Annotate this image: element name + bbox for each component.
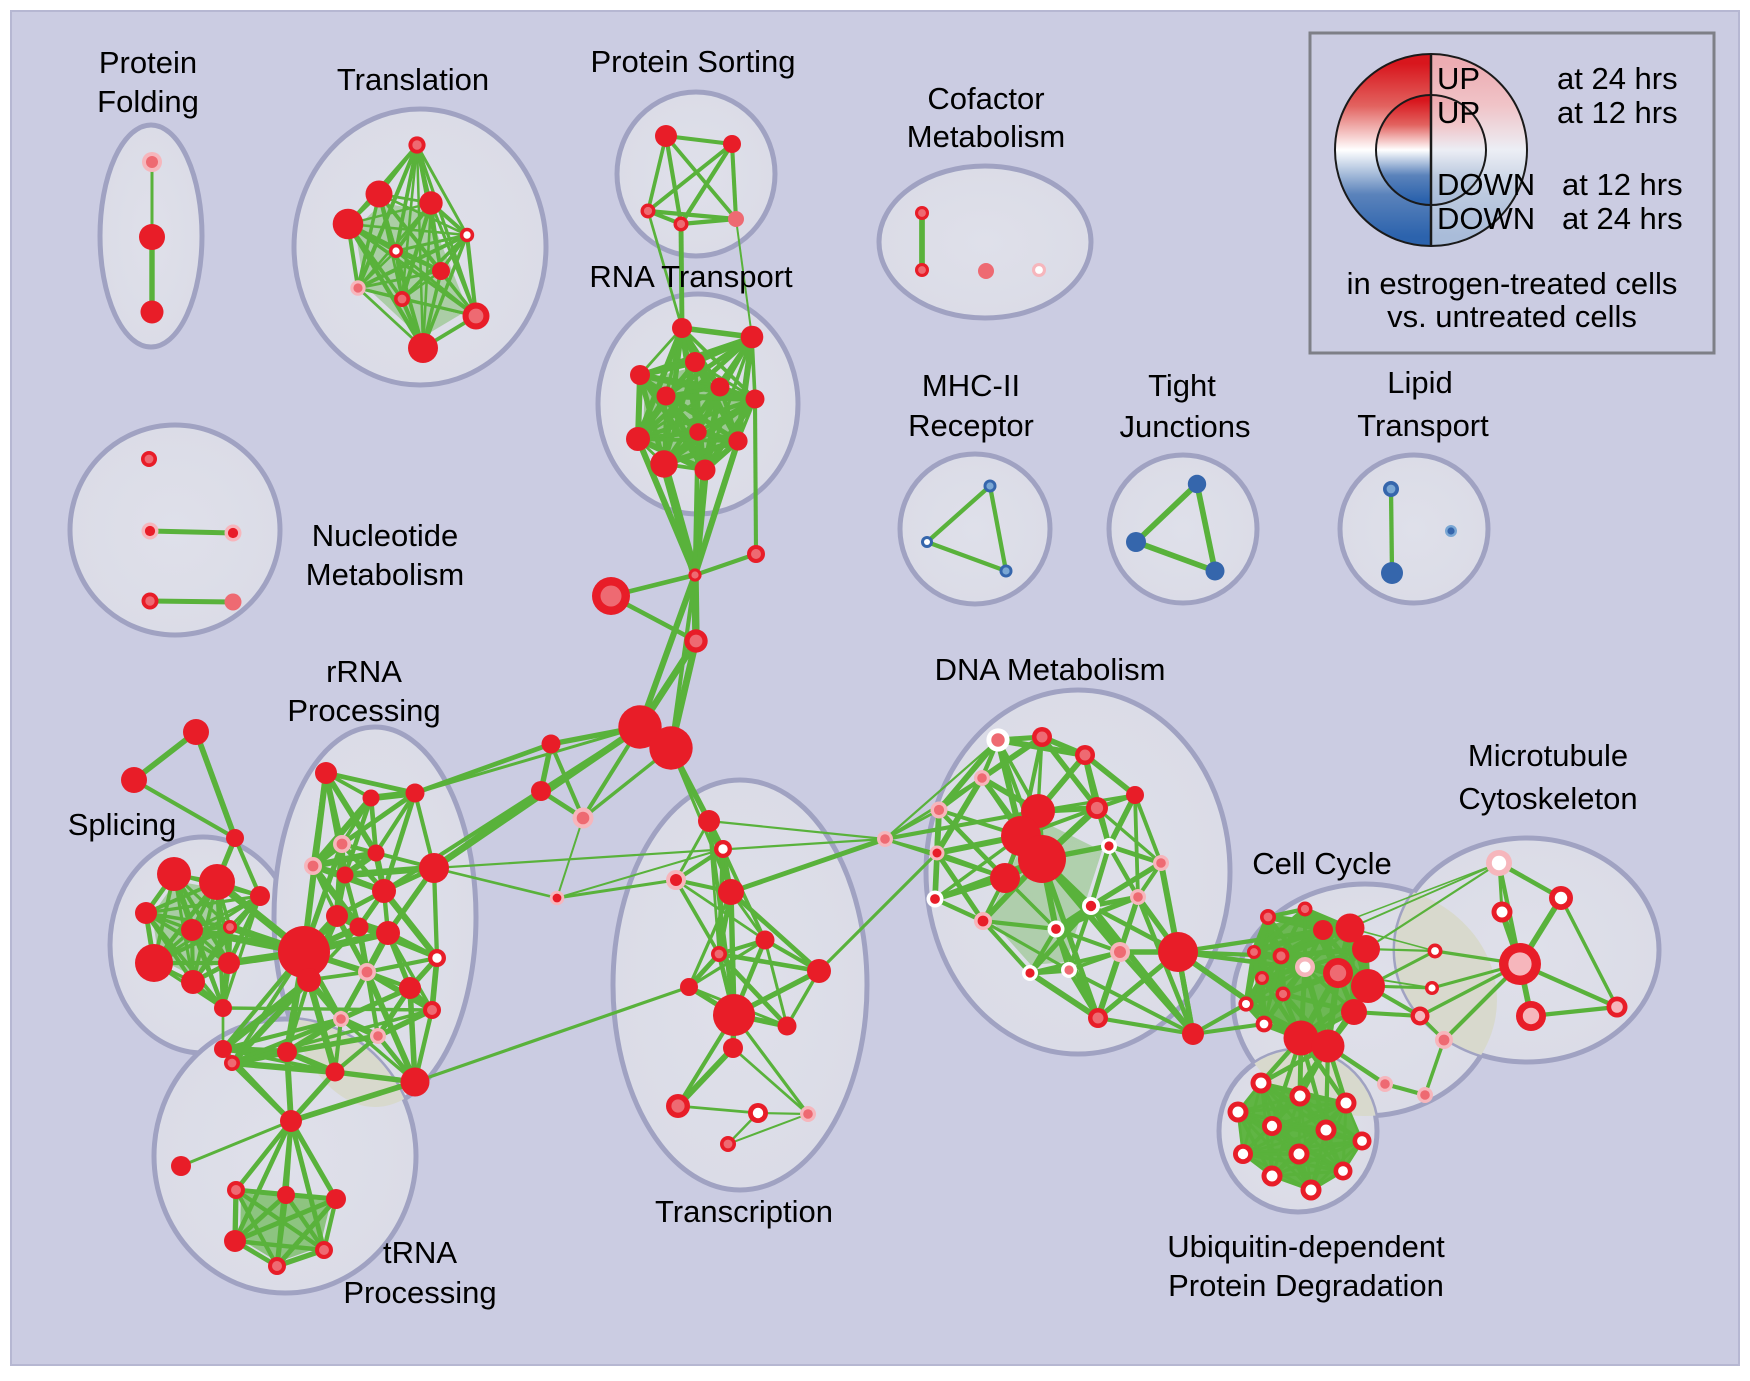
svg-text:Tight: Tight bbox=[1148, 368, 1216, 403]
svg-text:Processing: Processing bbox=[343, 1275, 496, 1310]
svg-text:Ubiquitin-dependent: Ubiquitin-dependent bbox=[1167, 1229, 1445, 1264]
svg-text:Microtubule: Microtubule bbox=[1468, 738, 1628, 773]
svg-text:Transcription: Transcription bbox=[655, 1194, 833, 1229]
svg-text:RNA Transport: RNA Transport bbox=[589, 259, 793, 294]
svg-text:tRNA: tRNA bbox=[383, 1235, 457, 1270]
svg-text:DNA Metabolism: DNA Metabolism bbox=[935, 652, 1166, 687]
svg-text:Junctions: Junctions bbox=[1120, 409, 1251, 444]
svg-text:rRNA: rRNA bbox=[326, 654, 402, 689]
svg-text:UP: UP bbox=[1437, 95, 1480, 130]
svg-text:Protein Sorting: Protein Sorting bbox=[590, 44, 795, 79]
svg-text:Nucleotide: Nucleotide bbox=[312, 518, 458, 553]
svg-text:DOWN: DOWN bbox=[1437, 167, 1535, 202]
svg-text:vs. untreated cells: vs. untreated cells bbox=[1387, 299, 1637, 334]
svg-text:Splicing: Splicing bbox=[68, 807, 177, 842]
svg-text:Protein: Protein bbox=[99, 45, 197, 80]
svg-text:Metabolism: Metabolism bbox=[907, 119, 1066, 154]
svg-text:Folding: Folding bbox=[97, 84, 199, 119]
svg-text:at 12 hrs: at 12 hrs bbox=[1557, 95, 1678, 130]
svg-text:Protein Degradation: Protein Degradation bbox=[1168, 1268, 1444, 1303]
svg-text:in estrogen-treated cells: in estrogen-treated cells bbox=[1347, 266, 1678, 301]
svg-text:DOWN: DOWN bbox=[1437, 201, 1535, 236]
svg-text:at 12 hrs: at 12 hrs bbox=[1562, 167, 1683, 202]
svg-text:Cell Cycle: Cell Cycle bbox=[1252, 846, 1392, 881]
svg-text:Translation: Translation bbox=[337, 62, 489, 97]
svg-text:at 24 hrs: at 24 hrs bbox=[1557, 61, 1678, 96]
svg-text:Lipid: Lipid bbox=[1387, 365, 1453, 400]
svg-text:Metabolism: Metabolism bbox=[306, 557, 465, 592]
svg-text:Processing: Processing bbox=[287, 693, 440, 728]
svg-text:Cofactor: Cofactor bbox=[927, 81, 1044, 116]
svg-text:UP: UP bbox=[1437, 61, 1480, 96]
svg-text:MHC-II: MHC-II bbox=[922, 368, 1020, 403]
svg-text:Transport: Transport bbox=[1357, 408, 1489, 443]
svg-text:Cytoskeleton: Cytoskeleton bbox=[1458, 781, 1637, 816]
svg-text:at 24 hrs: at 24 hrs bbox=[1562, 201, 1683, 236]
svg-text:Receptor: Receptor bbox=[908, 408, 1034, 443]
